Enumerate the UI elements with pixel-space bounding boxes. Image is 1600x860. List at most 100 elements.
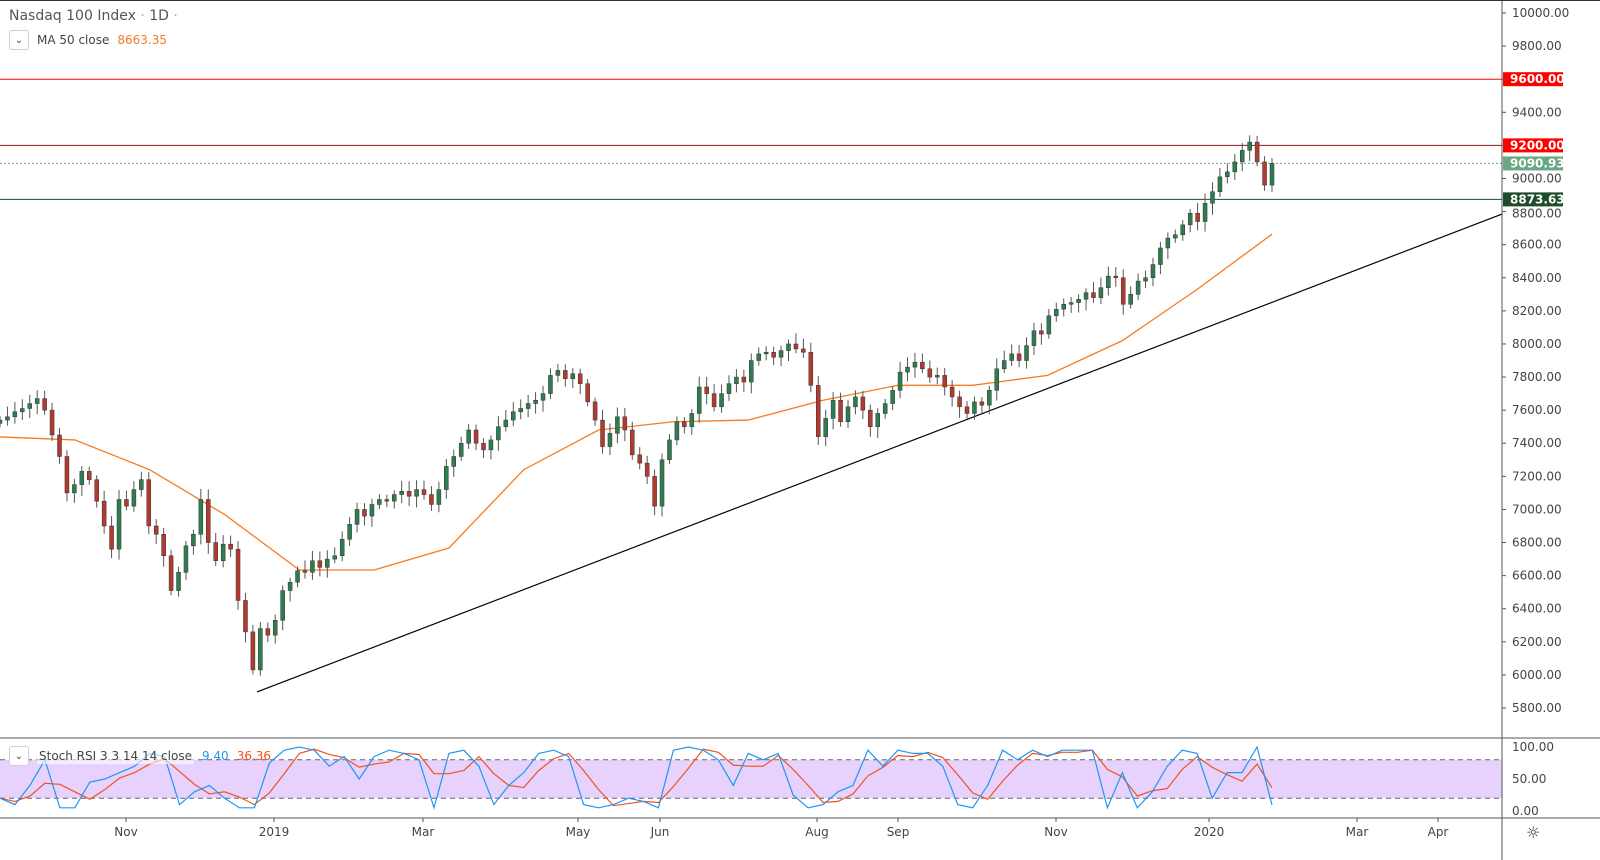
candle-body bbox=[511, 411, 516, 421]
candle-body bbox=[585, 383, 590, 403]
candle-body bbox=[310, 560, 315, 573]
candle-body bbox=[1165, 237, 1171, 249]
candle-body bbox=[1143, 277, 1148, 282]
candle-body bbox=[198, 499, 204, 535]
candle-body bbox=[905, 366, 910, 373]
candle-body bbox=[354, 509, 360, 525]
price-tick-label: 7400.00 bbox=[1512, 436, 1562, 450]
time-tick-label: Sep bbox=[887, 825, 910, 839]
candle-body bbox=[1120, 277, 1126, 305]
candle-body bbox=[421, 489, 427, 495]
candle-body bbox=[72, 484, 77, 494]
candle-body bbox=[815, 385, 821, 437]
candle-body bbox=[0, 419, 3, 424]
candle-body bbox=[12, 411, 18, 418]
separator: · bbox=[140, 8, 145, 24]
candle-body bbox=[206, 499, 211, 543]
candle-body bbox=[481, 442, 486, 451]
candle-body bbox=[362, 509, 367, 517]
candle-body bbox=[964, 406, 970, 414]
candle-body bbox=[957, 396, 962, 408]
ma50-line bbox=[0, 233, 1273, 571]
candle-body bbox=[518, 408, 523, 413]
candle-body bbox=[555, 370, 561, 376]
candle-body bbox=[1128, 294, 1133, 305]
candle-body bbox=[488, 439, 494, 451]
collapse-stoch-chevron-icon[interactable]: ⌄ bbox=[9, 746, 29, 766]
price-tick-label: 6400.00 bbox=[1512, 602, 1562, 616]
candle-body bbox=[838, 399, 843, 422]
candle-body bbox=[1262, 161, 1267, 186]
candle-body bbox=[258, 628, 263, 671]
price-label-badge bbox=[1503, 192, 1563, 207]
candle-body bbox=[406, 490, 412, 497]
symbol-title[interactable]: Nasdaq 100 Index bbox=[9, 8, 136, 24]
candle-body bbox=[42, 398, 47, 411]
candle-body bbox=[1135, 280, 1141, 295]
candle-body bbox=[1187, 212, 1193, 226]
candle-body bbox=[168, 555, 174, 591]
candle-body bbox=[116, 499, 122, 550]
stoch-tick-label: 100.00 bbox=[1512, 740, 1554, 754]
price-tick-label: 5800.00 bbox=[1512, 701, 1562, 715]
candle-body bbox=[704, 386, 709, 394]
price-tick-label: 6200.00 bbox=[1512, 635, 1562, 649]
candle-body bbox=[711, 393, 717, 408]
candle-body bbox=[949, 386, 955, 398]
candle-body bbox=[1173, 234, 1178, 239]
candle-body bbox=[912, 361, 918, 368]
candle-body bbox=[1016, 353, 1022, 361]
candle-body bbox=[622, 416, 628, 431]
candle-body bbox=[972, 401, 977, 414]
stoch-label[interactable]: Stoch RSI 3 3 14 14 close bbox=[37, 748, 194, 764]
price-tick-label: 10000.00 bbox=[1512, 6, 1569, 20]
candle-body bbox=[570, 373, 576, 379]
candle-body bbox=[563, 370, 568, 379]
candle-body bbox=[124, 499, 129, 507]
candle-body bbox=[183, 545, 189, 573]
time-tick-label: Mar bbox=[1346, 825, 1369, 839]
price-label-badge bbox=[1503, 72, 1563, 87]
candle-body bbox=[146, 479, 152, 527]
candle-body bbox=[414, 489, 419, 497]
candle-body bbox=[139, 479, 144, 490]
candle-body bbox=[302, 570, 308, 573]
candle-body bbox=[540, 393, 546, 401]
candle-body bbox=[243, 600, 248, 633]
candle-body bbox=[979, 401, 985, 406]
stoch-k-value: 9.40 bbox=[201, 749, 229, 763]
candle-body bbox=[771, 351, 776, 358]
candle-body bbox=[577, 373, 583, 384]
candle-body bbox=[890, 390, 895, 404]
price-label-text: 9600.00 bbox=[1510, 72, 1565, 86]
candle-body bbox=[882, 403, 888, 414]
candle-body bbox=[533, 399, 538, 404]
candle-body bbox=[94, 479, 99, 502]
candle-body bbox=[935, 375, 940, 378]
candle-body bbox=[131, 489, 137, 507]
stoch-tick-label: 0.00 bbox=[1512, 804, 1539, 818]
candle-body bbox=[994, 368, 1000, 391]
time-tick-label: 2019 bbox=[259, 825, 290, 839]
price-label-badge bbox=[1503, 156, 1563, 171]
candle-body bbox=[391, 494, 397, 502]
candle-body bbox=[369, 504, 375, 517]
candle-body bbox=[667, 439, 672, 461]
candle-body bbox=[808, 351, 814, 386]
interval-label[interactable]: 1D bbox=[149, 8, 169, 24]
candle-body bbox=[637, 454, 642, 464]
candle-body bbox=[756, 353, 761, 361]
candle-body bbox=[250, 631, 256, 671]
price-tick-label: 7000.00 bbox=[1512, 502, 1562, 516]
price-tick-label: 7800.00 bbox=[1512, 370, 1562, 384]
price-tick-label: 8800.00 bbox=[1512, 206, 1562, 220]
collapse-legend-chevron-icon[interactable]: ⌄ bbox=[9, 30, 29, 50]
candle-body bbox=[615, 416, 620, 434]
candle-body bbox=[228, 543, 233, 550]
candle-body bbox=[868, 409, 873, 427]
ma-label[interactable]: MA 50 close bbox=[37, 33, 110, 47]
candle-body bbox=[1254, 141, 1260, 163]
candle-body bbox=[1054, 308, 1059, 317]
settings-gear-icon[interactable]: ☼ bbox=[1526, 823, 1541, 842]
